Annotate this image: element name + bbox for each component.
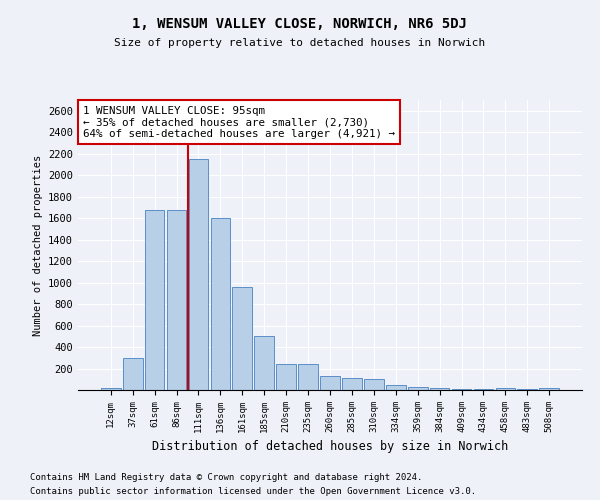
Y-axis label: Number of detached properties: Number of detached properties xyxy=(32,154,43,336)
Bar xyxy=(145,210,164,390)
Text: 1, WENSUM VALLEY CLOSE, NORWICH, NR6 5DJ: 1, WENSUM VALLEY CLOSE, NORWICH, NR6 5DJ xyxy=(133,18,467,32)
Bar xyxy=(386,384,406,390)
Bar xyxy=(408,388,428,390)
Text: 1 WENSUM VALLEY CLOSE: 95sqm
← 35% of detached houses are smaller (2,730)
64% of: 1 WENSUM VALLEY CLOSE: 95sqm ← 35% of de… xyxy=(83,106,395,139)
Bar xyxy=(496,388,515,390)
Bar xyxy=(232,287,252,390)
Bar xyxy=(320,376,340,390)
X-axis label: Distribution of detached houses by size in Norwich: Distribution of detached houses by size … xyxy=(152,440,508,454)
Bar xyxy=(298,364,318,390)
Bar xyxy=(211,218,230,390)
Bar xyxy=(254,336,274,390)
Text: Contains public sector information licensed under the Open Government Licence v3: Contains public sector information licen… xyxy=(30,488,476,496)
Bar xyxy=(101,388,121,390)
Bar xyxy=(342,378,362,390)
Text: Contains HM Land Registry data © Crown copyright and database right 2024.: Contains HM Land Registry data © Crown c… xyxy=(30,472,422,482)
Text: Size of property relative to detached houses in Norwich: Size of property relative to detached ho… xyxy=(115,38,485,48)
Bar xyxy=(188,159,208,390)
Bar xyxy=(473,389,493,390)
Bar xyxy=(452,389,472,390)
Bar xyxy=(364,380,384,390)
Bar xyxy=(123,358,143,390)
Bar xyxy=(276,364,296,390)
Bar xyxy=(539,388,559,390)
Bar xyxy=(430,388,449,390)
Bar xyxy=(517,389,537,390)
Bar xyxy=(167,210,187,390)
